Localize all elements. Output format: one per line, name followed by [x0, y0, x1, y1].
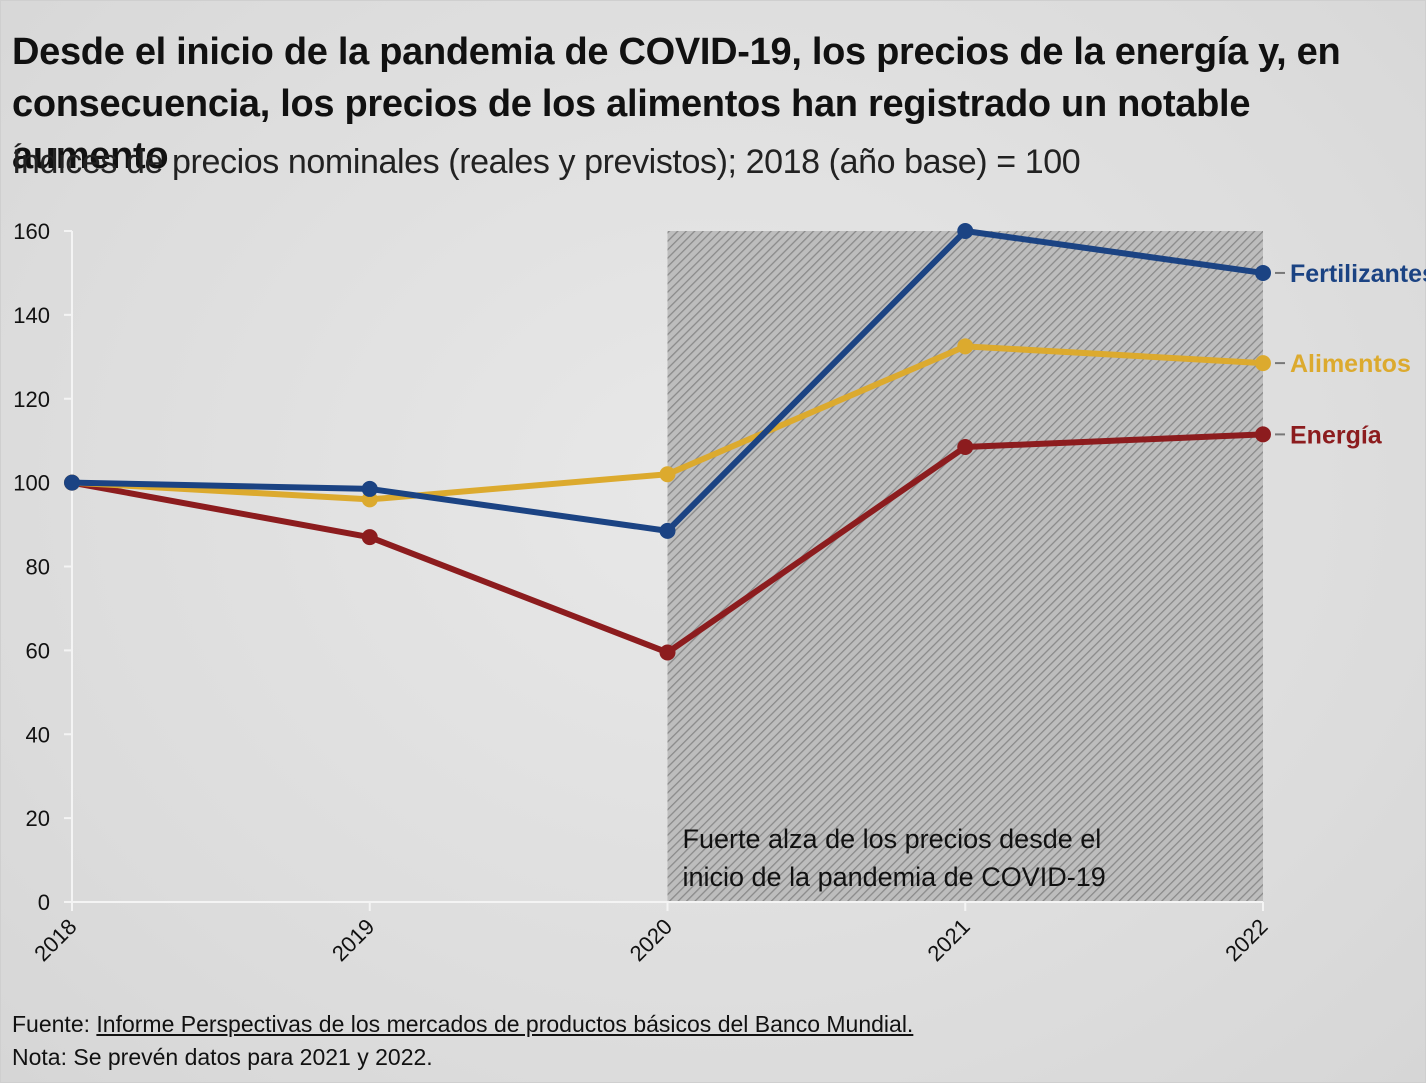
- y-tick-label: 160: [13, 219, 50, 244]
- data-point-energia: [957, 438, 974, 455]
- shaded-region-label-line-1: Fuerte alza de los precios desde el: [683, 824, 1102, 854]
- x-tick-label: 2018: [29, 914, 81, 966]
- note-line: Nota: Se prevén datos para 2021 y 2022.: [12, 1044, 433, 1070]
- y-tick-label: 20: [26, 806, 50, 831]
- chart-footer: Fuente: Informe Perspectivas de los merc…: [12, 1008, 913, 1074]
- data-point-alimentos: [659, 466, 676, 483]
- chart-subtitle: Índices de precios nominales (reales y p…: [12, 143, 1081, 181]
- data-point-energia: [361, 529, 378, 546]
- chart-title: Desde el inicio de la pandemia de COVID-…: [12, 31, 1341, 177]
- data-point-energia: [659, 644, 676, 661]
- data-point-fertilizantes: [361, 480, 378, 497]
- covid-shaded-region-group: Fuerte alza de los precios desde el inici…: [667, 231, 1263, 902]
- y-tick-label: 60: [26, 638, 50, 663]
- source-line: Fuente: Informe Perspectivas de los merc…: [12, 1008, 913, 1041]
- data-point-fertilizantes: [659, 522, 676, 539]
- x-tick-label: 2022: [1220, 914, 1272, 966]
- series-lines-group: [64, 223, 1271, 661]
- x-tick-label: 2020: [625, 914, 677, 966]
- x-tick-label: 2019: [327, 914, 379, 966]
- source-link[interactable]: Informe Perspectivas de los mercados de …: [96, 1011, 914, 1037]
- y-tick-label: 80: [26, 555, 50, 580]
- y-tick-label: 140: [13, 303, 50, 328]
- y-tick-label: 100: [13, 471, 50, 496]
- covid-shaded-region: [667, 231, 1263, 902]
- data-point-fertilizantes: [1255, 264, 1271, 281]
- data-point-fertilizantes: [957, 223, 974, 239]
- shaded-region-label-line-2: inicio de la pandemia de COVID-19: [683, 862, 1106, 892]
- axes-group: 0 20 40 60 80 100 120 140 160 2018 2019 2020 2021 202…: [13, 219, 1272, 966]
- line-chart: Fuerte alza de los precios desde el inici…: [13, 219, 1426, 966]
- series-label-energia: Energía: [1290, 421, 1383, 449]
- data-point-alimentos: [1255, 355, 1271, 372]
- data-point-energia: [1255, 426, 1271, 443]
- y-tick-label: 120: [13, 387, 50, 412]
- series-label-fertilizantes: Fertilizantes: [1290, 260, 1426, 288]
- y-tick-label: 0: [38, 890, 50, 915]
- series-label-alimentos: Alimentos: [1290, 350, 1411, 378]
- series-labels-group: Fertilizantes Alimentos Energía: [1275, 260, 1426, 449]
- data-point-fertilizantes: [64, 474, 80, 491]
- data-point-alimentos: [957, 338, 974, 355]
- y-tick-label: 40: [26, 722, 50, 747]
- source-prefix: Fuente:: [12, 1011, 97, 1037]
- x-tick-label: 2021: [922, 914, 974, 966]
